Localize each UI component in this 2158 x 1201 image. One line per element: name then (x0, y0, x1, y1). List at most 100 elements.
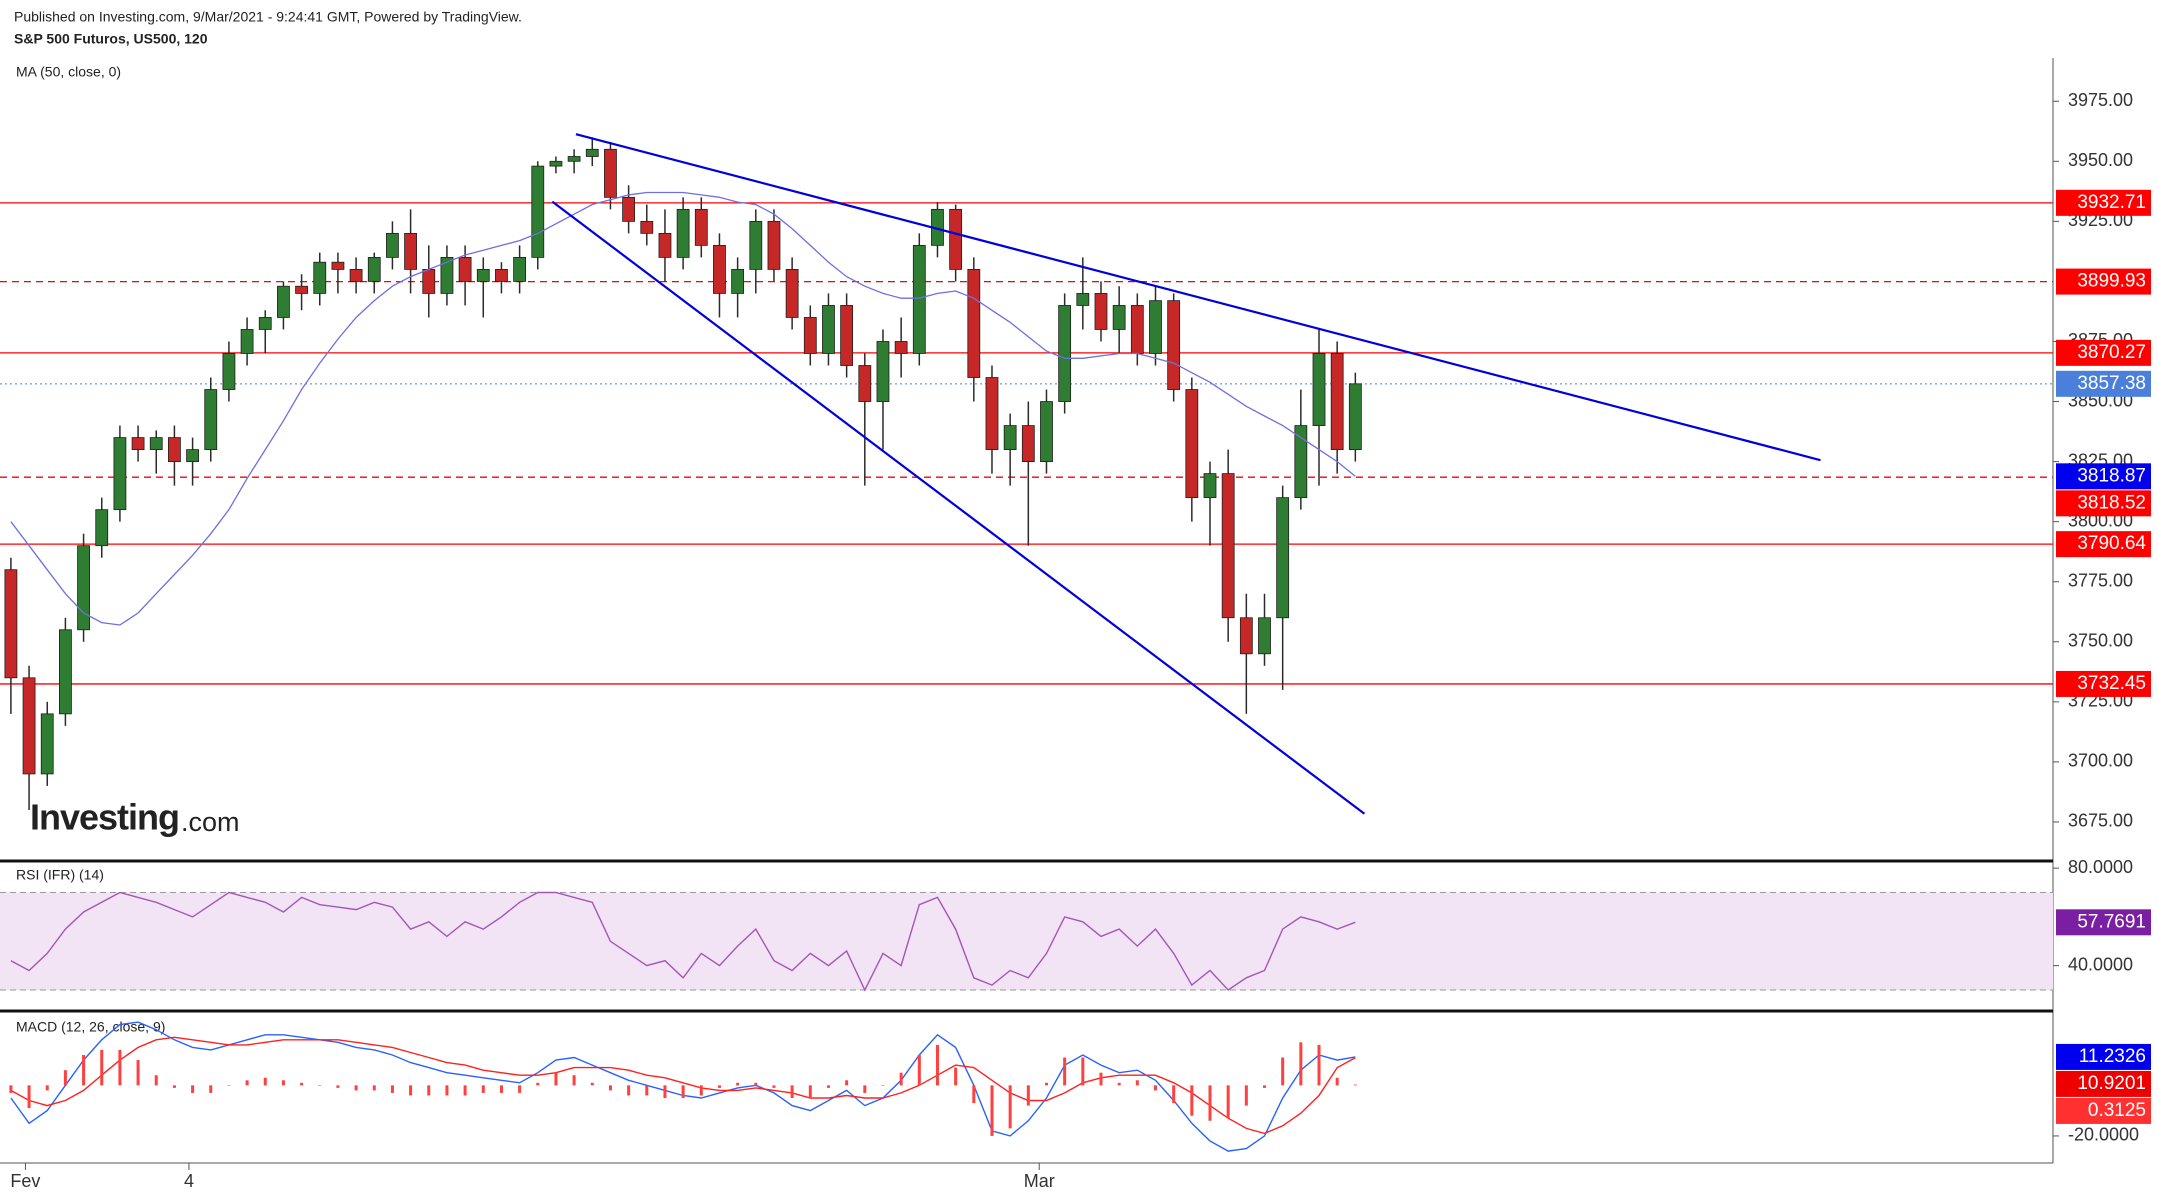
ma-title: MA (50, close, 0) (16, 64, 121, 80)
candle-body (1040, 401, 1053, 463)
candle-body (1076, 293, 1090, 306)
candle-body (131, 437, 145, 450)
macd-title: MACD (12, 26, close, 9) (16, 1019, 165, 1035)
rsi-line (10, 891, 1356, 992)
candle-body (222, 353, 236, 390)
candle-body (1021, 425, 1035, 463)
y-tick-label: 80.0000 (2068, 857, 2133, 877)
macd-histogram-bar (227, 1085, 231, 1086)
x-tick-label: 4 (184, 1171, 194, 1191)
macd-histogram-bar (1281, 1057, 1285, 1086)
macd-histogram-bar (191, 1085, 195, 1093)
macd-histogram-bar (645, 1085, 649, 1096)
candle-body (277, 285, 290, 318)
candle-body (858, 365, 872, 402)
rsi-band (0, 892, 2053, 990)
macd-histogram-bar (481, 1085, 485, 1093)
candle-body (386, 232, 399, 258)
macd-histogram-bar (717, 1085, 721, 1088)
candle-body (40, 713, 54, 775)
candle-body (803, 317, 817, 354)
macd-histogram-bar (1153, 1085, 1157, 1091)
candle-body (240, 329, 254, 354)
macd-histogram-bar (699, 1085, 703, 1096)
macd-histogram-bar (790, 1085, 794, 1098)
macd-histogram-bar (209, 1085, 213, 1093)
price-label: 11.2326 (2079, 1046, 2146, 1067)
candle-body (422, 269, 436, 294)
macd-histogram-bar (1353, 1084, 1357, 1086)
price-label-box (2056, 531, 2151, 558)
candle-body (1221, 473, 1235, 619)
price-label-box (2056, 1043, 2151, 1070)
price-label: 0.3125 (2088, 1100, 2146, 1121)
macd-histogram-bar (681, 1085, 685, 1098)
macd-histogram-bar (1081, 1057, 1085, 1086)
macd-histogram-bar (336, 1085, 340, 1088)
macd-histogram-bar (772, 1085, 776, 1088)
candle-body (604, 148, 617, 198)
macd-histogram-bar (100, 1049, 104, 1086)
symbol-title: S&P 500 Futuros, US500, 120 (14, 31, 208, 47)
price-label: 3870.27 (2077, 342, 2146, 363)
y-tick-label: 3950.00 (2068, 150, 2133, 170)
macd-histogram-bar (536, 1082, 540, 1086)
logo-suffix: .com (181, 807, 240, 837)
price-label: 3732.45 (2077, 673, 2146, 694)
macd-histogram-bar (972, 1085, 976, 1104)
macd-histogram-bar (136, 1060, 140, 1086)
macd-histogram-bar (1135, 1080, 1139, 1086)
price-label: 3857.38 (2077, 373, 2146, 394)
macd-histogram-bar (1044, 1082, 1048, 1086)
price-label-box (2056, 1070, 2151, 1097)
macd-histogram-bar (1190, 1085, 1194, 1116)
candle-body (1294, 425, 1308, 499)
candle-body (949, 208, 963, 270)
macd-histogram-bar (845, 1080, 849, 1086)
macd-histogram-bar (463, 1085, 467, 1096)
macd-histogram-bar (1117, 1082, 1121, 1086)
macd-histogram-bar (409, 1085, 413, 1096)
macd-histogram-bar (627, 1085, 631, 1096)
candle-body (495, 269, 508, 282)
panel (0, 133, 2053, 815)
price-label-box (2056, 670, 2151, 697)
macd-histogram-bar (427, 1085, 431, 1096)
macd-histogram-bar (554, 1072, 558, 1086)
candle-body (1312, 353, 1326, 426)
macd-histogram-bar (499, 1085, 503, 1093)
candle-body (4, 569, 18, 679)
macd-histogram-bar (1317, 1044, 1321, 1086)
macd-histogram-bar (45, 1085, 49, 1091)
candle-body (458, 256, 472, 282)
candle-body (1276, 497, 1290, 619)
candle-body (640, 220, 654, 234)
macd-histogram-bar (1335, 1077, 1339, 1086)
candle-body (1167, 300, 1181, 390)
candle-body (149, 437, 163, 450)
macd-histogram-bar (954, 1067, 958, 1086)
y-tick-label: 3775.00 (2068, 570, 2133, 590)
price-label-box (2056, 1097, 2151, 1124)
macd-histogram-bar (445, 1085, 449, 1096)
candle-body (440, 256, 454, 294)
price-label-box (2056, 909, 2151, 936)
candle-body (894, 341, 908, 354)
candle-body (1149, 300, 1162, 354)
macd-histogram-bar (354, 1085, 358, 1091)
price-label-box (2056, 490, 2151, 517)
macd-histogram-bar (899, 1072, 903, 1086)
y-tick-label: -20.0000 (2068, 1125, 2139, 1145)
price-label: 3899.93 (2077, 271, 2146, 292)
candle-body (549, 160, 563, 167)
x-tick-label: Mar (1024, 1171, 1055, 1191)
candle-body (1112, 305, 1126, 330)
macd-histogram-bar (881, 1085, 885, 1086)
macd-histogram-bar (808, 1085, 812, 1098)
candle-body (749, 220, 763, 270)
y-tick-label: 3675.00 (2068, 811, 2133, 831)
price-label-box (2056, 463, 2151, 490)
macd-histogram-bar (1172, 1085, 1176, 1104)
price-label: 57.7691 (2077, 911, 2146, 932)
macd-histogram-bar (736, 1082, 740, 1086)
